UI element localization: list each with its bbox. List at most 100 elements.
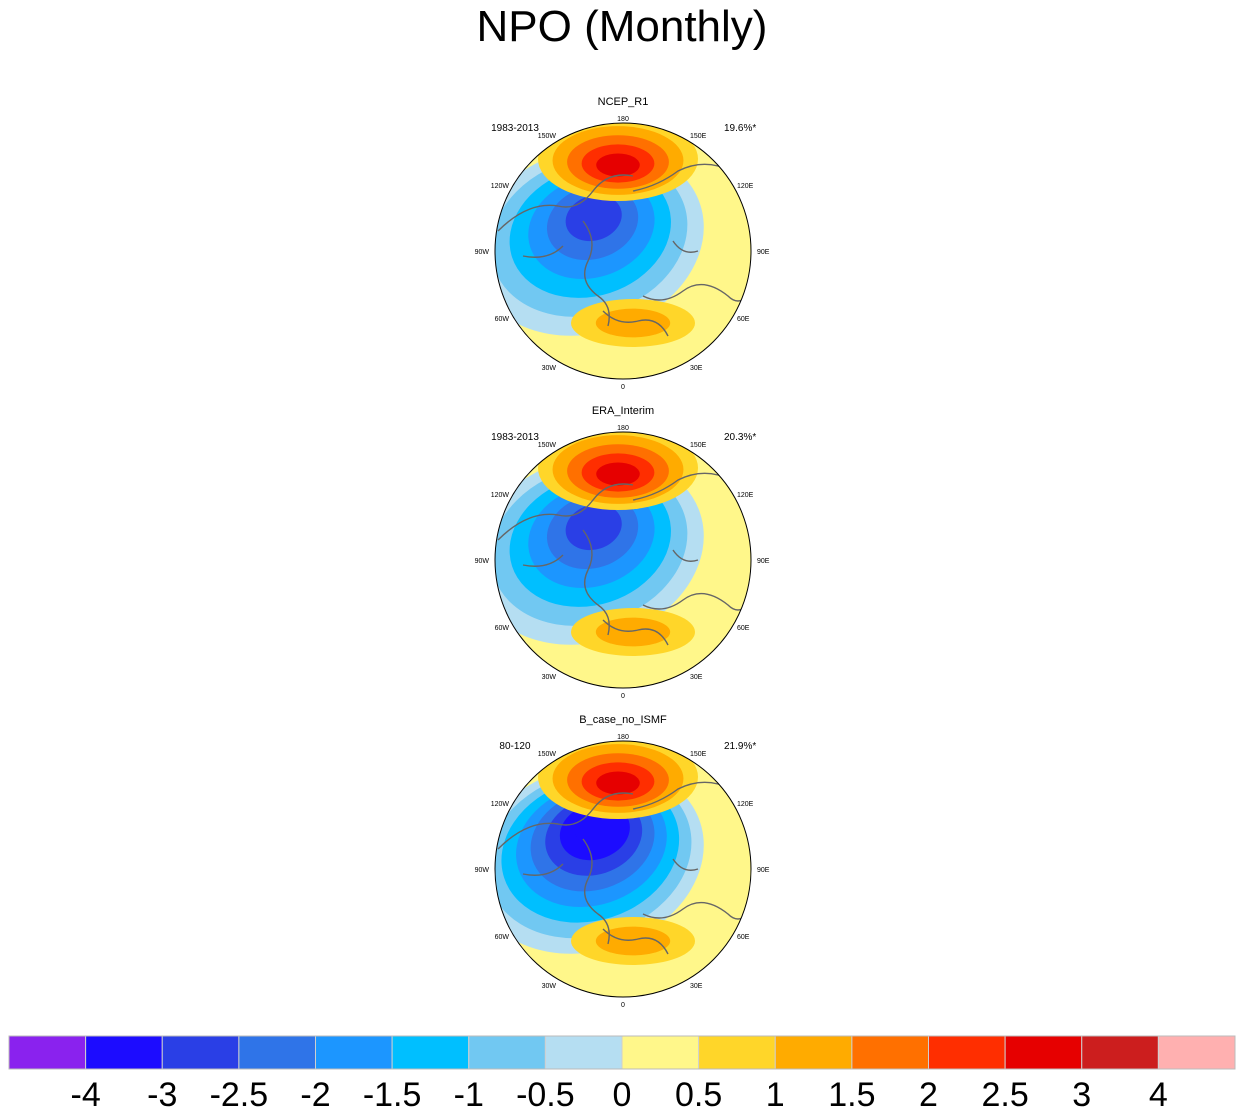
- lon-label-150e: 150E: [690, 442, 707, 449]
- coastline-4: [602, 310, 669, 337]
- lon-label-120e: 120E: [737, 492, 754, 499]
- lon-label-60e: 60E: [737, 934, 750, 941]
- lon-label-150w: 150W: [538, 751, 557, 758]
- figure-title: NPO (Monthly): [476, 2, 768, 51]
- colorbar: -4 -3 -2.5 -2 -1.5 -1 -0.5 0 0.5 1 1.5 2 2.5 3 4: [8, 1035, 1236, 1114]
- coastline-5: [672, 549, 699, 562]
- pos-atlantic-contour-1: [595, 617, 671, 647]
- colorbar-swatch-10: [774, 1035, 853, 1070]
- lon-label-60e: 60E: [737, 316, 750, 323]
- lon-label-30w: 30W: [542, 674, 557, 681]
- lon-label-30e: 30E: [690, 983, 703, 990]
- colorbar-label-11: 2: [919, 1076, 938, 1114]
- colorbar-swatch-9: [698, 1035, 776, 1070]
- neg-contour-5: [565, 195, 622, 242]
- lon-label-30e: 30E: [690, 365, 703, 372]
- lon-label-90e: 90E: [757, 249, 770, 256]
- panel-title: B_case_no_ISMF: [579, 714, 667, 726]
- panel-variance: 21.9%*: [724, 741, 756, 752]
- lon-label-90w: 90W: [475, 558, 490, 565]
- lon-label-120w: 120W: [491, 492, 510, 499]
- lon-label-120w: 120W: [491, 801, 510, 808]
- coastline-1: [582, 529, 610, 636]
- lon-label-0: 0: [621, 384, 625, 391]
- colorbar-label-1: -3: [147, 1076, 177, 1114]
- panel-title: ERA_Interim: [592, 405, 654, 417]
- colorbar-swatch-12: [928, 1035, 1006, 1070]
- colorbar-label-3: -2: [300, 1076, 330, 1114]
- lon-label-90e: 90E: [757, 867, 770, 874]
- pos-atlantic-contour-1: [595, 308, 671, 338]
- pos-atlantic-contour-1: [595, 926, 671, 956]
- panel-variance: 19.6%*: [724, 123, 756, 134]
- colorbar-label-0: -4: [71, 1076, 101, 1114]
- map-field: [495, 741, 751, 997]
- lon-label-180: 180: [617, 425, 629, 432]
- lon-label-60w: 60W: [495, 934, 510, 941]
- map-panel-b-case-no-ismf: B_case_no_ISMF 80-120 21.9%* 180 0 90W 90E 120W…: [475, 714, 770, 1009]
- map-panel-era-interim: ERA_Interim 1983-2013 20.3%* 180 0 90W 90E 120W…: [475, 405, 770, 700]
- colorbar-label-12: 2.5: [981, 1076, 1028, 1114]
- map-border: [494, 740, 752, 998]
- pos-pacific-contour-4: [596, 153, 640, 177]
- colorbar-label-9: 1: [766, 1076, 785, 1114]
- pos-pacific-contour-4: [596, 771, 640, 795]
- pos-pacific-contour-4: [596, 462, 640, 486]
- coastline-6: [522, 863, 564, 876]
- lon-label-150w: 150W: [538, 133, 557, 140]
- coastline-0: [497, 174, 634, 232]
- lon-label-60w: 60W: [495, 625, 510, 632]
- coastline-6: [522, 245, 564, 258]
- neg-contour-5: [565, 504, 622, 551]
- colorbar-label-13: 3: [1072, 1076, 1091, 1114]
- panel-title: NCEP_R1: [598, 96, 649, 108]
- colorbar-swatch-7: [544, 1035, 623, 1070]
- lon-label-90w: 90W: [475, 867, 490, 874]
- lon-label-120w: 120W: [491, 183, 510, 190]
- lon-label-120e: 120E: [737, 801, 754, 808]
- colorbar-label-14: 4: [1149, 1076, 1168, 1114]
- lon-label-150w: 150W: [538, 442, 557, 449]
- map-panels: NCEP_R1 1983-2013 19.6%* 180 0 90W 90E 120W 120E…: [475, 96, 770, 1009]
- colorbar-label-4: -1.5: [363, 1076, 422, 1114]
- colorbar-swatch-13: [1004, 1035, 1083, 1070]
- coastline-0: [497, 483, 634, 541]
- colorbar-label-7: 0: [613, 1076, 632, 1114]
- colorbar-label-10: 1.5: [828, 1076, 875, 1114]
- colorbar-swatch-2: [161, 1035, 240, 1070]
- colorbar-swatch-3: [238, 1035, 316, 1070]
- colorbar-swatch-15: [1157, 1035, 1236, 1070]
- colorbar-label-6: -0.5: [516, 1076, 575, 1114]
- lon-label-30w: 30W: [542, 983, 557, 990]
- colorbar-label-8: 0.5: [675, 1076, 722, 1114]
- colorbar-swatch-14: [1081, 1035, 1159, 1070]
- coastline-3: [642, 592, 749, 611]
- colorbar-label-2: -2.5: [210, 1076, 269, 1114]
- lon-label-60e: 60E: [737, 625, 750, 632]
- colorbar-swatch-0: [8, 1035, 87, 1070]
- lon-label-180: 180: [617, 734, 629, 741]
- coastline-6: [522, 554, 564, 567]
- colorbar-swatch-6: [468, 1035, 546, 1070]
- coastline-3: [642, 283, 749, 302]
- coastline-1: [582, 838, 610, 945]
- colorbar-swatch-4: [315, 1035, 393, 1070]
- lon-label-90e: 90E: [757, 558, 770, 565]
- map-field: [495, 432, 751, 688]
- coastline-4: [602, 619, 669, 646]
- coastline-4: [602, 928, 669, 955]
- lon-label-180: 180: [617, 116, 629, 123]
- map-border: [494, 122, 752, 380]
- coastline-0: [497, 792, 634, 850]
- lon-label-150e: 150E: [690, 133, 707, 140]
- colorbar-swatch-8: [621, 1035, 700, 1070]
- lon-label-150e: 150E: [690, 751, 707, 758]
- coastline-1: [582, 220, 610, 327]
- map-panel-ncep-r1: NCEP_R1 1983-2013 19.6%* 180 0 90W 90E 120W 120E…: [475, 96, 770, 391]
- lon-label-120e: 120E: [737, 183, 754, 190]
- panel-period: 1983-2013: [491, 123, 539, 134]
- colorbar-swatch-11: [851, 1035, 929, 1070]
- map-field: [495, 123, 751, 379]
- colorbar-frame: [8, 1035, 1236, 1070]
- panel-period: 1983-2013: [491, 432, 539, 443]
